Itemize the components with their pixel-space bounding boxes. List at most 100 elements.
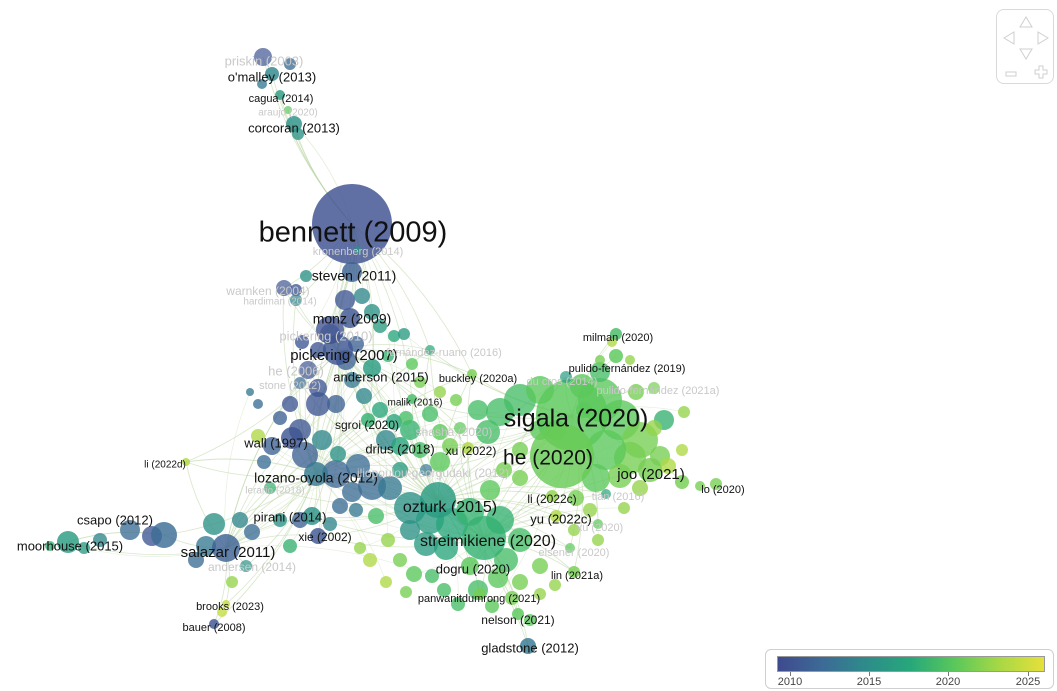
publication-node[interactable] xyxy=(434,536,458,560)
triangle-right-icon[interactable] xyxy=(1035,30,1051,46)
publication-node[interactable] xyxy=(454,422,466,434)
plus-icon[interactable] xyxy=(1033,64,1049,80)
publication-node[interactable] xyxy=(273,513,287,527)
publication-node[interactable] xyxy=(467,369,477,379)
node-label[interactable]: salazar (2011) xyxy=(181,544,276,561)
publication-node[interactable] xyxy=(512,608,524,620)
node-label[interactable]: pickering (2007) xyxy=(290,347,398,364)
publication-node[interactable] xyxy=(254,48,272,66)
node-label[interactable]: moorhouse (2015) xyxy=(17,538,123,553)
publication-node[interactable] xyxy=(480,480,500,500)
publication-node[interactable] xyxy=(253,399,263,409)
publication-node[interactable] xyxy=(608,464,632,488)
publication-node[interactable] xyxy=(505,591,519,605)
publication-node[interactable] xyxy=(284,106,292,114)
publication-node[interactable] xyxy=(217,607,227,617)
publication-node[interactable] xyxy=(306,392,330,416)
node-label[interactable]: sigala (2020) xyxy=(504,405,649,433)
publication-node[interactable] xyxy=(372,402,388,418)
node-label[interactable]: xie (2002) xyxy=(298,530,351,544)
publication-node[interactable] xyxy=(232,512,248,528)
publication-node[interactable] xyxy=(512,442,528,458)
node-label[interactable]: cagua (2014) xyxy=(249,93,314,105)
publication-node[interactable] xyxy=(625,355,635,365)
publication-node[interactable] xyxy=(532,558,548,574)
publication-node[interactable] xyxy=(203,513,225,535)
publication-node[interactable] xyxy=(660,458,676,474)
node-label[interactable]: pulido-fernández (2021a) xyxy=(597,385,720,397)
publication-node[interactable] xyxy=(420,482,456,518)
node-label[interactable]: joo (2021) xyxy=(616,466,685,483)
publication-node[interactable] xyxy=(276,280,292,296)
publication-node[interactable] xyxy=(432,424,448,440)
publication-node[interactable] xyxy=(342,482,362,502)
publication-node[interactable] xyxy=(354,288,370,304)
node-label[interactable]: he (2006) xyxy=(268,363,324,378)
node-label[interactable]: priskin (2003) xyxy=(225,53,304,68)
publication-node[interactable] xyxy=(323,517,337,531)
publication-node[interactable] xyxy=(512,470,528,486)
publication-node[interactable] xyxy=(646,420,662,436)
node-label[interactable]: corcoran (2013) xyxy=(248,120,340,135)
publication-node[interactable] xyxy=(332,498,348,514)
node-label[interactable]: pickering (2010) xyxy=(279,328,372,343)
publication-node[interactable] xyxy=(632,480,648,496)
publication-node[interactable] xyxy=(710,478,722,490)
publication-node[interactable] xyxy=(392,462,408,478)
node-label[interactable]: xu (2022) xyxy=(446,444,497,458)
publication-node[interactable] xyxy=(524,614,536,626)
node-label[interactable]: andersen (2014) xyxy=(208,560,296,574)
publication-node[interactable] xyxy=(196,536,216,556)
publication-node[interactable] xyxy=(320,324,340,344)
node-label[interactable]: buckley (2020a) xyxy=(439,373,517,385)
node-label[interactable]: dogru (2020) xyxy=(436,561,510,576)
publication-node[interactable] xyxy=(593,519,603,529)
publication-node[interactable] xyxy=(290,294,302,306)
publication-node[interactable] xyxy=(512,574,528,590)
publication-node[interactable] xyxy=(251,429,265,443)
minus-icon[interactable] xyxy=(1003,66,1019,82)
publication-node[interactable] xyxy=(312,430,332,450)
publication-node[interactable] xyxy=(422,406,438,422)
publication-node[interactable] xyxy=(222,600,230,608)
node-label[interactable]: kronenberg (2014) xyxy=(313,246,404,258)
publication-node[interactable] xyxy=(393,553,407,567)
publication-node[interactable] xyxy=(226,576,238,588)
publication-node[interactable] xyxy=(45,541,55,551)
publication-node[interactable] xyxy=(292,442,318,468)
publication-node[interactable] xyxy=(295,335,309,349)
publication-node[interactable] xyxy=(330,446,346,462)
publication-node[interactable] xyxy=(550,510,562,522)
node-label[interactable]: brooks (2023) xyxy=(196,601,264,613)
publication-node[interactable] xyxy=(488,568,508,588)
publication-node[interactable] xyxy=(354,246,362,254)
publication-node[interactable] xyxy=(476,420,500,444)
triangle-down-icon[interactable] xyxy=(1018,46,1034,62)
publication-node[interactable] xyxy=(381,533,395,547)
node-label[interactable]: ozturk (2015) xyxy=(403,499,497,516)
publication-node[interactable] xyxy=(327,395,345,413)
publication-node[interactable] xyxy=(368,508,384,524)
publication-node[interactable] xyxy=(450,394,462,406)
node-label[interactable]: o'malley (2013) xyxy=(228,69,316,84)
publication-node[interactable] xyxy=(565,543,575,553)
publication-node[interactable] xyxy=(294,377,306,389)
node-label[interactable]: csapo (2012) xyxy=(77,512,153,527)
publication-node[interactable] xyxy=(462,516,506,560)
node-label[interactable]: tian (2016) xyxy=(592,491,645,503)
publication-node[interactable] xyxy=(361,413,375,427)
publication-node[interactable] xyxy=(695,481,705,491)
node-label[interactable]: pulido-fernández (2019) xyxy=(569,363,686,375)
publication-node[interactable] xyxy=(592,534,604,546)
publication-node[interactable] xyxy=(496,462,512,478)
node-label[interactable]: drius (2018) xyxy=(365,441,434,456)
publication-node[interactable] xyxy=(310,528,326,544)
publication-node[interactable] xyxy=(386,414,402,430)
publication-node[interactable] xyxy=(310,342,326,358)
publication-node[interactable] xyxy=(549,579,561,591)
publication-node[interactable] xyxy=(534,588,546,600)
publication-node[interactable] xyxy=(406,358,418,370)
publication-node[interactable] xyxy=(400,520,420,540)
publication-node[interactable] xyxy=(590,362,610,382)
publication-node[interactable] xyxy=(263,437,281,455)
